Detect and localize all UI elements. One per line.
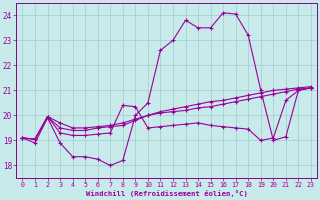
X-axis label: Windchill (Refroidissement éolien,°C): Windchill (Refroidissement éolien,°C)	[86, 190, 248, 197]
